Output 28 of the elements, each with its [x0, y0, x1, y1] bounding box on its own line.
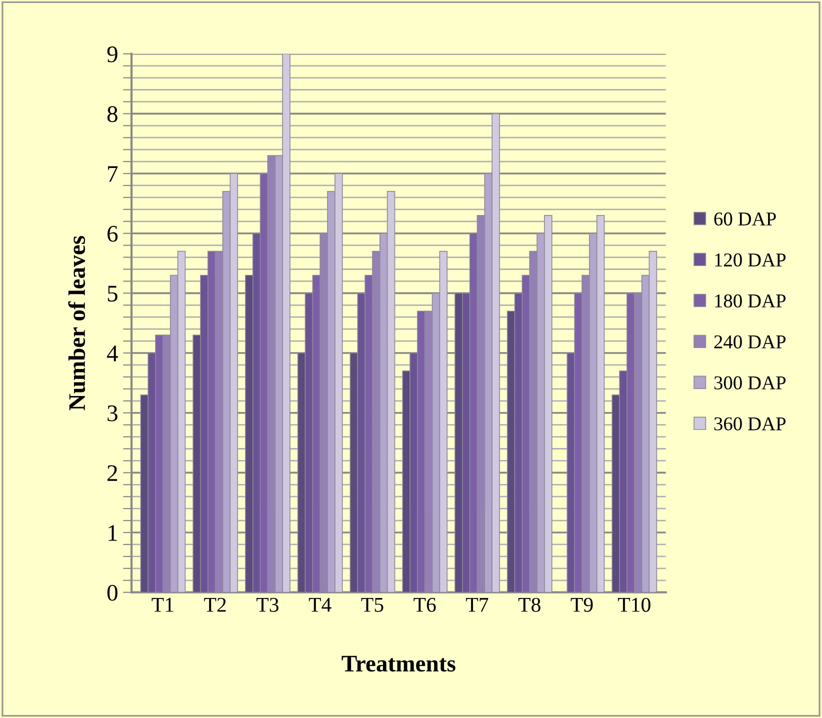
- y-tick-label: 9: [107, 46, 118, 62]
- legend-label: 120 DAP: [715, 253, 786, 267]
- x-tick-label: T4: [308, 598, 332, 612]
- x-tick-label: T7: [466, 598, 488, 612]
- x-tick-label: T10: [618, 598, 650, 612]
- y-axis-title: Number of leaves: [68, 236, 86, 410]
- legend-label: 300 DAP: [714, 376, 786, 390]
- x-tick-label: T9: [570, 598, 593, 612]
- legend-label: 60 DAP: [714, 212, 776, 226]
- legend-label: 180 DAP: [715, 294, 786, 308]
- y-tick-label: 3: [108, 405, 118, 422]
- y-tick-label: 8: [107, 106, 118, 122]
- x-tick-label: T8: [518, 598, 540, 612]
- y-tick-label: 2: [108, 465, 118, 481]
- y-tick-label: 1: [108, 525, 117, 541]
- y-tick-label: 6: [108, 226, 118, 242]
- x-axis-title: Treatments: [342, 656, 456, 672]
- legend-label: 240 DAP: [714, 335, 786, 348]
- y-tick-label: 7: [108, 166, 118, 182]
- y-tick-label: 0: [107, 584, 118, 601]
- x-tick-label: T2: [204, 598, 226, 612]
- y-tick-label: 4: [106, 346, 118, 362]
- x-tick-label: T5: [361, 598, 384, 612]
- x-tick-label: T6: [414, 598, 436, 612]
- x-tick-label: T1: [152, 598, 174, 612]
- legend-label: 360 DAP: [714, 417, 786, 430]
- x-tick-label: T3: [256, 598, 278, 612]
- y-tick-label: 5: [108, 286, 118, 302]
